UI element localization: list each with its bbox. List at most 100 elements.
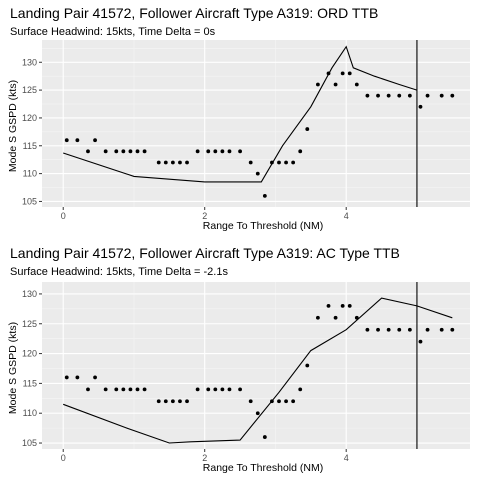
chart-1-y-tick-label: 125 (22, 85, 37, 95)
chart-1-data-point (450, 93, 455, 98)
chart-1-title: Landing Pair 41572, Follower Aircraft Ty… (10, 5, 378, 21)
chart-2-data-point (213, 387, 218, 392)
chart-1-data-point (291, 160, 296, 165)
chart-1-data-point (93, 138, 97, 143)
chart-1-y-tick-label: 120 (22, 113, 37, 123)
chart-1-data-point (347, 71, 352, 76)
chart-2-data-point (386, 327, 391, 332)
chart-2-data-point (121, 387, 126, 392)
chart-1-data-point (178, 160, 182, 165)
chart-1-line-series (63, 45, 418, 183)
chart-1-data-point (425, 93, 430, 98)
chart-1-data-point (407, 93, 412, 98)
chart-2-data-point (347, 303, 352, 308)
chart-2-y-tick-label: 110 (23, 408, 37, 418)
chart-2-data-point (238, 387, 242, 392)
chart-2-subtitle: Surface Headwind: 15kts, Time Delta = -2… (10, 266, 228, 278)
chart-1-data-point (103, 149, 108, 154)
chart-2-y-tick-label: 125 (22, 319, 37, 329)
chart-2-data-point (376, 327, 380, 332)
chart-2-data-point (248, 399, 253, 404)
chart-2-y-tick-label: 115 (23, 378, 37, 388)
chart-2-data-point (418, 339, 423, 344)
chart-1-panel-background (42, 40, 470, 207)
chart-2-data-point (284, 399, 288, 404)
chart-2-title: Landing Pair 41572, Follower Aircraft Ty… (10, 245, 400, 261)
chart-2-data-point (103, 387, 108, 392)
chart-1-data-point (284, 160, 288, 165)
chart-2-data-point (298, 387, 303, 392)
chart-2-data-point (206, 387, 211, 392)
chart-2-y-tick-label: 105 (22, 438, 37, 448)
chart-1-y-tick-label: 105 (22, 196, 37, 206)
chart-2-data-point (326, 303, 331, 308)
chart-1-data-point (206, 149, 211, 154)
chart-1-data-point (135, 149, 140, 154)
chart-1-data-point (277, 160, 281, 165)
chart-2-data-point (262, 435, 267, 439)
chart-2-data-point (340, 303, 345, 308)
chart-1-plot: 0 2 4 105 110 115 120 125 130 (22, 40, 470, 221)
chart-2-data-point (407, 327, 412, 332)
chart-1-x-tick-label: 4 (344, 211, 349, 221)
chart-2-data-point (114, 387, 119, 392)
chart-2-data-point (86, 387, 90, 392)
chart-1-data-point (248, 160, 253, 165)
chart-2-data-point (64, 375, 69, 380)
chart-2-data-point (365, 327, 370, 332)
chart-1-data-point (114, 149, 119, 154)
chart-1-subtitle: Surface Headwind: 15kts, Time Delta = 0s (10, 26, 216, 38)
chart-2-data-point (316, 315, 320, 320)
chart-1-data-point (156, 160, 161, 165)
chart-2-data-point (333, 315, 338, 320)
chart-2-data-point (305, 363, 310, 368)
chart-1-data-point (121, 149, 126, 154)
chart-1-y-tick-label: 110 (23, 169, 37, 179)
chart-1-data-point (142, 149, 147, 154)
chart-2-data-point (220, 387, 225, 392)
chart-2-x-tick-label: 0 (61, 453, 66, 463)
chart-2-y-tick-label: 120 (22, 349, 37, 359)
chart-1-y-tick-label: 115 (23, 141, 37, 151)
chart-1-data-point (262, 193, 267, 198)
chart-2-data-point (277, 399, 281, 404)
chart-2-data-point (135, 387, 140, 392)
chart-1-data-point (333, 82, 338, 87)
chart-1-data-point (305, 127, 310, 131)
chart-2-data-point (195, 387, 200, 392)
chart-2-data-point (270, 399, 274, 404)
chart-1-data-point (64, 138, 69, 143)
chart-2-data-point (93, 375, 97, 380)
chart-2-x-axis-label: Range To Threshold (NM) (203, 462, 323, 474)
chart-1-data-point (397, 93, 402, 98)
chart-1-data-point (213, 149, 218, 154)
chart-1-data-point (220, 149, 225, 154)
chart-2-data-point (354, 315, 359, 320)
chart-2-data-point (397, 327, 402, 332)
chart-2-data-point (425, 327, 430, 332)
chart-1-data-point (439, 93, 444, 98)
chart-1-data-point (365, 93, 370, 98)
chart-2-data-point (185, 399, 189, 404)
chart-2-data-point (178, 399, 182, 404)
chart-2-data-point (227, 387, 232, 392)
chart-1-data-point (227, 149, 232, 154)
chart-2-data-point (170, 399, 175, 404)
chart-1-data-point (298, 149, 303, 154)
chart-1-data-point (75, 138, 80, 143)
chart-1-data-point (185, 160, 189, 165)
chart-2-y-tick-label: 130 (22, 289, 37, 299)
chart-2-plot: 0 2 4 105 110 115 120 125 130 (22, 282, 470, 463)
chart-2-data-point (75, 375, 80, 380)
chart-1-data-point (316, 82, 320, 87)
chart-2-x-tick-label: 2 (202, 453, 207, 463)
chart-2-line-series (63, 297, 453, 444)
chart-2-panel-background (42, 282, 470, 449)
chart-1-data-point (340, 71, 345, 76)
chart-1-x-tick-label: 2 (202, 211, 207, 221)
chart-2: Landing Pair 41572, Follower Aircraft Ty… (7, 245, 470, 474)
chart-2-data-point (156, 399, 161, 404)
chart-2-data-point (291, 399, 296, 404)
chart-1-data-point (270, 160, 274, 165)
